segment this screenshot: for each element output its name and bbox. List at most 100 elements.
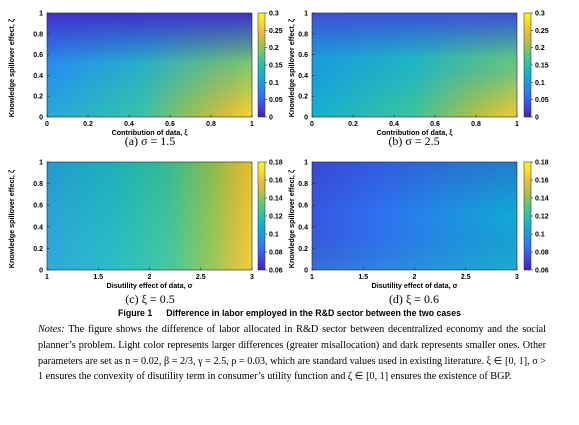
plot-area-a (46, 12, 253, 118)
x-tick-label: 1 (310, 274, 314, 281)
y-tick-label: 0.4 (33, 73, 43, 80)
x-tick-label: 0.6 (430, 121, 440, 128)
x-tick-label: 0.2 (83, 121, 93, 128)
y-tick-label: 0.4 (298, 73, 308, 80)
caption-panel-a: (a) σ = 1.5 (124, 134, 176, 148)
y-tick-label: 0.8 (298, 181, 308, 188)
colorbar-tick-label: 0.08 (535, 250, 549, 257)
plot-area-d (311, 161, 518, 271)
y-tick-label: 0.8 (298, 31, 308, 38)
y-tick-label: 0.6 (298, 203, 308, 210)
heatmap-panel-d (311, 161, 532, 271)
colorbar-tick-label: 0 (535, 115, 539, 122)
colorbar-tick-label: 0.1 (269, 80, 279, 87)
x-tick-label: 0.4 (124, 121, 134, 128)
x-tick-label: 1.5 (358, 274, 368, 281)
colorbar-tick-label: 0.2 (269, 45, 279, 52)
colorbar-tick-label: 0.05 (269, 97, 283, 104)
colorbar-tick-label: 0.25 (535, 28, 549, 35)
colorbar-tick-label: 0.06 (269, 268, 283, 275)
x-axis-label: Disutility effect of data, σ (372, 281, 458, 290)
x-tick-label: 0.6 (165, 121, 175, 128)
figure-notes: Notes: The figure shows the difference o… (38, 322, 546, 385)
x-tick-label: 2.5 (461, 274, 471, 281)
colorbar-tick-label: 0.25 (269, 28, 283, 35)
colorbar-tick-label: 0.12 (269, 214, 283, 221)
caption-panel-b: (b) σ = 2.5 (388, 134, 440, 148)
y-tick-label: 1 (39, 160, 43, 167)
notes-body: The figure shows the difference of labor… (38, 324, 546, 383)
figure-title: Difference in labor employed in the R&D … (166, 308, 461, 318)
y-tick-label: 0.6 (298, 52, 308, 59)
heatmap-panel-b (311, 12, 532, 118)
y-axis-label: Knowledge spillover effect, ζ (7, 18, 16, 117)
plot-area-b (311, 12, 518, 118)
y-tick-label: 0.6 (33, 52, 43, 59)
colorbar-tick-label: 0.12 (535, 214, 549, 221)
x-axis-label: Contribution of data, ξ (112, 128, 189, 137)
y-tick-label: 0.2 (33, 94, 43, 101)
y-tick-label: 1 (304, 160, 308, 167)
x-tick-label: 3 (250, 274, 254, 281)
colorbar-tick-label: 0.15 (269, 63, 283, 70)
y-axis-label: Knowledge spillover effect, ζ (287, 18, 296, 117)
x-tick-label: 2.5 (196, 274, 206, 281)
heatmap-panel-c (46, 161, 266, 271)
colorbar-tick-label: 0.3 (269, 11, 279, 18)
y-tick-label: 0.6 (33, 203, 43, 210)
colorbar-tick-label: 0.05 (535, 97, 549, 104)
y-tick-label: 0 (304, 115, 308, 122)
x-tick-label: 1 (250, 121, 254, 128)
y-tick-label: 0.4 (298, 224, 308, 231)
x-tick-label: 0.4 (389, 121, 399, 128)
colorbar-tick-label: 0.14 (535, 196, 549, 203)
colorbar-tick-label: 0 (269, 115, 273, 122)
y-tick-label: 0.4 (33, 224, 43, 231)
plot-area-c (46, 161, 253, 271)
x-tick-label: 2 (148, 274, 152, 281)
y-tick-label: 0 (39, 115, 43, 122)
y-axis-label: Knowledge spillover effect, ζ (7, 169, 16, 268)
figure-label: Figure 1 (118, 308, 153, 318)
colorbar-tick-label: 0.18 (535, 160, 549, 167)
colorbar-tick-label: 0.1 (535, 80, 545, 87)
y-tick-label: 0.2 (298, 246, 308, 253)
axes-layer: 0 0.2 0.4 0.6 0.8 100.20.40.60.81Contribution… (7, 11, 549, 291)
y-tick-label: 0 (39, 268, 43, 275)
notes-lead: Notes: (38, 324, 65, 335)
x-tick-label: 1 (515, 121, 519, 128)
x-tick-label: 1 (45, 274, 49, 281)
colorbar-tick-label: 0.08 (269, 250, 283, 257)
colorbar-tick-label: 0.16 (269, 178, 283, 185)
caption-panel-c: (c) ξ = 0.5 (125, 292, 175, 306)
y-tick-label: 0 (304, 268, 308, 275)
colorbar-tick-label: 0.1 (269, 232, 279, 239)
colorbar-tick-label: 0.18 (269, 160, 283, 167)
y-tick-label: 0.8 (33, 181, 43, 188)
colorbar-tick-label: 0.16 (535, 178, 549, 185)
colorbar-tick-label: 0.3 (535, 11, 545, 18)
colorbar-tick-label: 0.15 (535, 63, 549, 70)
x-tick-label: 3 (515, 274, 519, 281)
x-tick-label: 2 (413, 274, 417, 281)
caption-panel-d: (d) ξ = 0.6 (388, 292, 440, 306)
x-tick-label: 0.8 (471, 121, 481, 128)
x-axis-label: Disutility effect of data, σ (107, 281, 193, 290)
figure-caption: Figure 1 Difference in labor employed in … (0, 308, 579, 318)
x-tick-label: 0.2 (348, 121, 358, 128)
y-tick-label: 0.2 (298, 94, 308, 101)
x-tick-label: 0.8 (206, 121, 216, 128)
x-tick-label: 1.5 (93, 274, 103, 281)
colorbar-tick-label: 0.2 (535, 45, 545, 52)
x-tick-label: 0 (45, 121, 49, 128)
y-axis-label: Knowledge spillover effect, ζ (287, 169, 296, 268)
colorbar-tick-label: 0.06 (535, 268, 549, 275)
colorbar-tick-label: 0.1 (535, 232, 545, 239)
x-axis-label: Contribution of data, ξ (377, 128, 454, 137)
y-tick-label: 1 (39, 11, 43, 18)
y-tick-label: 1 (304, 11, 308, 18)
heatmap-panel-a (46, 12, 266, 118)
x-tick-label: 0 (310, 121, 314, 128)
y-tick-label: 0.2 (33, 246, 43, 253)
y-tick-label: 0.8 (33, 31, 43, 38)
